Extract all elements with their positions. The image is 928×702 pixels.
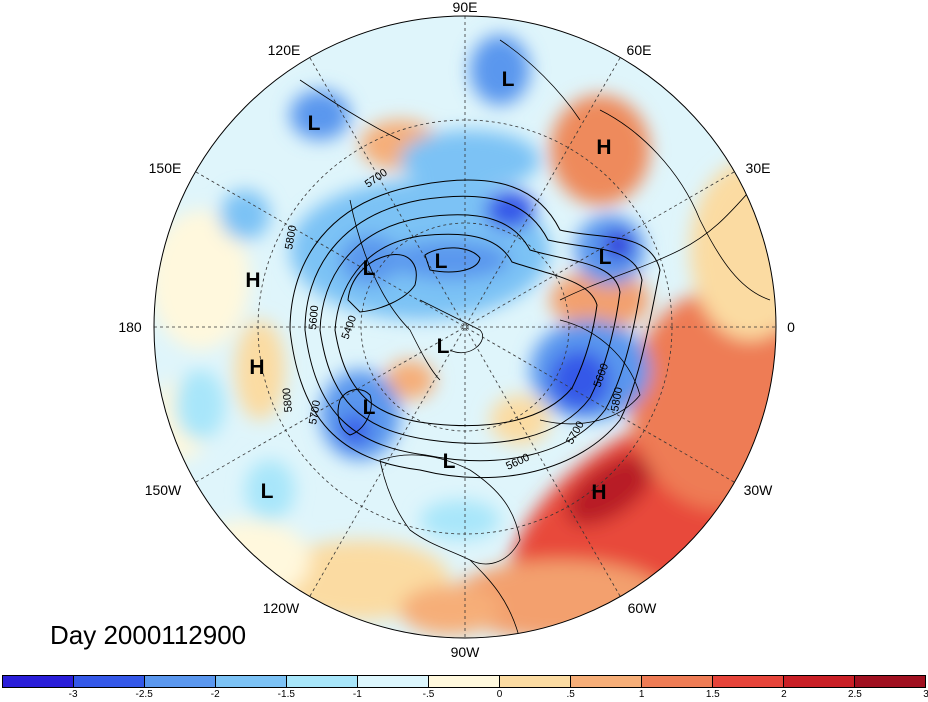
- date-label: Day 2000112900: [50, 620, 247, 650]
- colorbar: [2, 675, 926, 688]
- pressure-center-marker: L: [443, 450, 456, 473]
- contour-label: 5800: [281, 387, 295, 412]
- longitude-label: 60W: [628, 600, 658, 616]
- graticule: [154, 16, 776, 638]
- contour-label: 5800: [283, 224, 299, 250]
- height-contours: [289, 179, 661, 479]
- colorbar-segment: [571, 676, 642, 687]
- colorbar-segment: [855, 676, 925, 687]
- longitude-label: 90W: [451, 644, 481, 660]
- pressure-center-marker: L: [308, 112, 321, 135]
- longitude-label: 90E: [453, 0, 478, 15]
- colorbar-segment: [216, 676, 287, 687]
- pressure-center-marker: L: [502, 68, 515, 91]
- longitude-label: 60E: [627, 42, 652, 58]
- longitude-label: 30W: [744, 482, 774, 498]
- pressure-center-marker: L: [261, 480, 274, 503]
- coastlines: [299, 39, 771, 638]
- colorbar-segment: [145, 676, 216, 687]
- colorbar-tick-label: -.5: [422, 689, 435, 700]
- contour-label: 5600: [307, 305, 321, 330]
- contour-label: 5700: [307, 399, 323, 425]
- colorbar-segment: [287, 676, 358, 687]
- colorbar-segment: [500, 676, 571, 687]
- pressure-center-marker: H: [591, 481, 606, 504]
- map-border: [153, 15, 777, 639]
- colorbar-tick-label: 1.5: [705, 689, 720, 700]
- colorbar-tick-label: 1: [638, 689, 645, 700]
- pressure-center-marker: L: [363, 396, 376, 419]
- longitude-label: 180: [118, 319, 142, 335]
- pressure-center-marker: L: [599, 246, 612, 269]
- colorbar-segment: [3, 676, 74, 687]
- colorbar-segment: [642, 676, 713, 687]
- pressure-center-marker: H: [596, 136, 611, 159]
- colorbar-tick-label: 0: [496, 689, 503, 700]
- colorbar-tick-label: -1: [352, 689, 362, 700]
- colorbar-segment: [713, 676, 784, 687]
- pressure-center-marker: H: [249, 356, 264, 379]
- pressure-center-marker: L: [363, 257, 376, 280]
- longitude-label: 150W: [145, 482, 182, 498]
- colorbar-labels: -3 -2.5 -2 -1.5 -1 -.5 0 .5 1 1.5 2 2.5 3: [2, 689, 928, 702]
- longitude-label: 150E: [149, 160, 182, 176]
- colorbar-tick-label: -3: [68, 689, 78, 700]
- longitude-label: 30E: [746, 160, 771, 176]
- colorbar-tick-label: -2: [210, 689, 220, 700]
- pressure-center-marker: L: [437, 335, 450, 358]
- colorbar-tick-label: 3: [923, 689, 928, 700]
- colorbar-tick-label: .5: [566, 689, 575, 700]
- colorbar-tick-label: 2: [781, 689, 787, 700]
- longitude-label: 0: [787, 319, 795, 335]
- pressure-center-marker: H: [245, 269, 260, 292]
- polar-map: 5700 5800 5600 5400 5800 5700 5600 5800 …: [118, 0, 795, 660]
- colorbar-segment: [784, 676, 855, 687]
- colorbar-tick-label: -1.5: [277, 689, 295, 700]
- colorbar-segment: [358, 676, 429, 687]
- contour-label: 5800: [609, 386, 625, 412]
- colorbar-tick-label: 2.5: [847, 689, 862, 700]
- colorbar-tick-label: -2.5: [135, 689, 153, 700]
- colorbar-segment: [429, 676, 500, 687]
- longitude-label: 120E: [268, 42, 301, 58]
- colorbar-segment: [74, 676, 145, 687]
- pressure-center-marker: L: [435, 250, 448, 273]
- longitude-label: 120W: [263, 600, 300, 616]
